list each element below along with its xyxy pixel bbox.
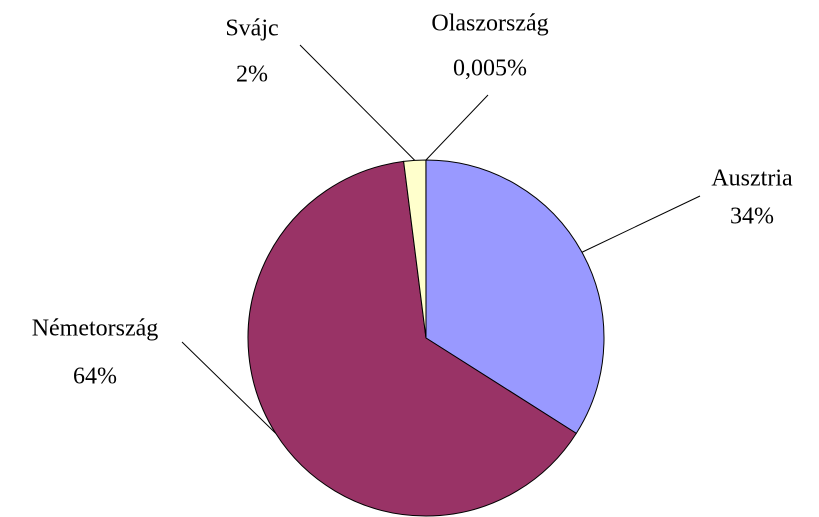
- leader-line: [299, 44, 416, 161]
- slice-value: 2%: [236, 62, 268, 88]
- slice-value: 64%: [73, 364, 117, 390]
- slice-value: 0,005%: [453, 56, 527, 82]
- slice-value: 34%: [730, 204, 774, 230]
- leader-line: [425, 94, 489, 161]
- leader-line: [181, 341, 277, 434]
- slice-label: Svájc: [225, 16, 278, 42]
- pie-slice: [425, 159, 605, 435]
- leader-line: [581, 195, 701, 253]
- pie-slice: [247, 160, 577, 517]
- slice-label: Németország: [32, 316, 159, 342]
- slice-label: Ausztria: [711, 166, 793, 192]
- slice-label: Olaszország: [431, 11, 548, 37]
